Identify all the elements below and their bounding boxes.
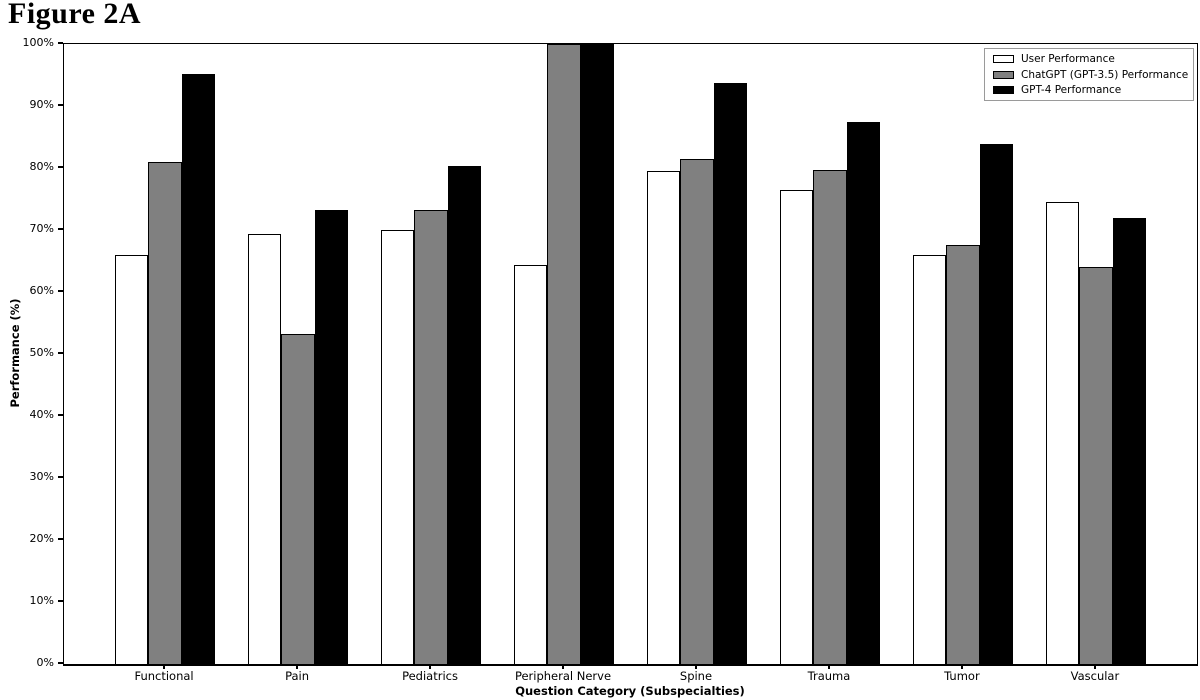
bar-gpt-4-performance-pain [314, 209, 348, 664]
bar-chatgpt-gpt-3-5-performance-spine [680, 158, 714, 664]
y-tick-mark-100 [58, 42, 63, 44]
bar-chatgpt-gpt-3-5-performance-trauma [813, 169, 847, 664]
x-tick-mark-trauma [828, 665, 830, 669]
x-tick-mark-pediatrics [429, 665, 431, 669]
legend-label-gpt-4-performance: GPT-4 Performance [1021, 84, 1122, 97]
y-tick-mark-10 [58, 600, 63, 602]
legend-item-user-performance: User Performance [993, 52, 1185, 66]
plot-area [63, 43, 1198, 666]
legend-swatch-gpt-4-performance [993, 86, 1014, 95]
bar-chatgpt-gpt-3-5-performance-pain [281, 333, 315, 664]
bar-user-performance-vascular [1046, 202, 1080, 664]
bar-gpt-4-performance-vascular [1112, 217, 1146, 664]
bar-user-performance-tumor [913, 254, 947, 664]
x-axis-label: Question Category (Subspecialties) [515, 684, 745, 698]
legend-item-chatgpt-gpt-3-5-performance: ChatGPT (GPT-3.5) Performance [993, 68, 1189, 82]
bar-chatgpt-gpt-3-5-performance-pediatrics [414, 209, 448, 664]
x-tick-mark-spine [695, 665, 697, 669]
legend-swatch-user-performance [993, 54, 1014, 63]
x-tick-label-trauma: Trauma [807, 669, 851, 683]
y-tick-mark-30 [58, 476, 63, 478]
bar-gpt-4-performance-tumor [979, 144, 1013, 664]
x-tick-mark-peripheral-nerve [562, 665, 564, 669]
bar-chatgpt-gpt-3-5-performance-vascular [1079, 267, 1113, 664]
bar-gpt-4-performance-functional [181, 73, 215, 664]
y-tick-label-70: 70% [29, 222, 54, 235]
y-tick-mark-40 [58, 414, 63, 416]
bar-gpt-4-performance-pediatrics [447, 165, 481, 664]
y-tick-label-40: 40% [29, 408, 54, 421]
legend: User Performance ChatGPT (GPT-3.5) Perfor… [984, 48, 1194, 101]
x-tick-label-pain: Pain [285, 669, 310, 683]
x-tick-label-peripheral-nerve: Peripheral Nerve [514, 669, 612, 683]
x-tick-label-tumor: Tumor [944, 669, 980, 683]
y-tick-label-20: 20% [29, 532, 54, 545]
y-tick-mark-0 [58, 662, 63, 664]
legend-item-gpt-4-performance: GPT-4 Performance [993, 83, 1185, 97]
x-tick-label-vascular: Vascular [1070, 669, 1120, 683]
x-tick-mark-vascular [1094, 665, 1096, 669]
bar-gpt-4-performance-peripheral-nerve [580, 44, 614, 664]
bar-user-performance-functional [115, 255, 149, 664]
y-tick-label-0: 0% [36, 656, 54, 669]
figure-title: Figure 2A [8, 0, 142, 30]
y-tick-label-10: 10% [29, 594, 54, 607]
x-tick-label-pediatrics: Pediatrics [402, 669, 458, 683]
y-tick-label-50: 50% [29, 346, 54, 359]
bar-user-performance-trauma [780, 189, 814, 664]
x-tick-mark-tumor [961, 665, 963, 669]
bar-gpt-4-performance-spine [713, 83, 747, 664]
bar-user-performance-spine [647, 171, 681, 664]
x-tick-mark-pain [296, 665, 298, 669]
bar-user-performance-pediatrics [381, 230, 415, 664]
y-tick-mark-60 [58, 290, 63, 292]
legend-label-user-performance: User Performance [1021, 52, 1115, 65]
bar-user-performance-pain [248, 233, 282, 664]
y-tick-mark-70 [58, 228, 63, 230]
y-tick-mark-80 [58, 166, 63, 168]
y-tick-label-90: 90% [29, 98, 54, 111]
y-tick-label-30: 30% [29, 470, 54, 483]
bar-chatgpt-gpt-3-5-performance-functional [148, 161, 182, 664]
x-tick-label-functional: Functional [134, 669, 194, 683]
x-tick-mark-functional [163, 665, 165, 669]
legend-label-chatgpt-gpt-3-5-performance: ChatGPT (GPT-3.5) Performance [1021, 68, 1189, 81]
legend-swatch-chatgpt-gpt-3-5-performance [993, 70, 1014, 79]
bar-chatgpt-gpt-3-5-performance-tumor [946, 244, 980, 664]
y-tick-mark-20 [58, 538, 63, 540]
x-tick-label-spine: Spine [679, 669, 713, 683]
y-tick-label-60: 60% [29, 284, 54, 297]
bar-gpt-4-performance-trauma [846, 121, 880, 664]
y-tick-label-100: 100% [22, 36, 54, 49]
bar-chatgpt-gpt-3-5-performance-peripheral-nerve [547, 44, 581, 664]
y-tick-mark-90 [58, 104, 63, 106]
y-tick-label-80: 80% [29, 160, 54, 173]
bar-user-performance-peripheral-nerve [514, 265, 548, 664]
y-tick-mark-50 [58, 352, 63, 354]
